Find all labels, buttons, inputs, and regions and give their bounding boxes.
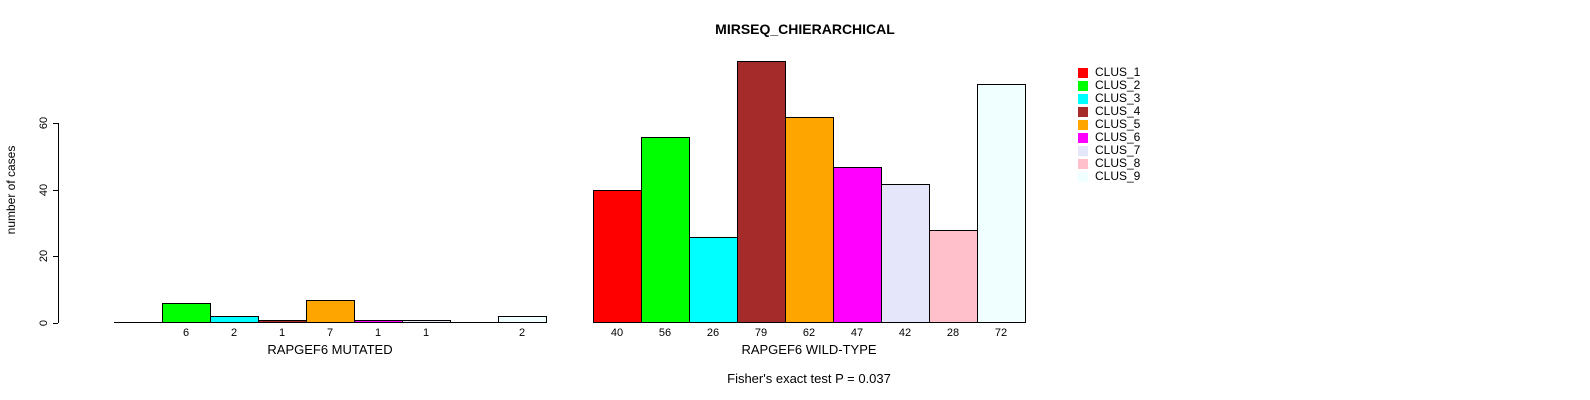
legend-item: CLUS_1 — [1078, 66, 1140, 79]
legend-color-swatch — [1078, 132, 1088, 143]
bar-clus_2 — [162, 303, 211, 323]
y-tick — [53, 256, 58, 257]
legend-color-swatch — [1078, 106, 1088, 117]
bar-clus_3 — [210, 316, 259, 323]
legend-color-swatch — [1078, 171, 1088, 182]
bar-clus_6 — [833, 167, 882, 323]
legend-item-label: CLUS_8 — [1095, 156, 1141, 170]
legend-item: CLUS_5 — [1078, 118, 1140, 131]
y-tick — [53, 190, 58, 191]
legend-color-swatch — [1078, 119, 1088, 130]
legend-color-swatch — [1078, 67, 1088, 78]
bar-value-label: 6 — [182, 327, 190, 339]
bar-value-label: 72 — [994, 327, 1008, 339]
bar-value-label: 42 — [898, 327, 912, 339]
legend-item: CLUS_9 — [1078, 170, 1140, 183]
legend-color-swatch — [1078, 80, 1088, 91]
legend-color-swatch — [1078, 93, 1088, 104]
bar-clus_6 — [354, 320, 403, 323]
y-axis-line — [58, 123, 59, 323]
bar-clus_7 — [402, 320, 451, 323]
legend-color-swatch — [1078, 158, 1088, 169]
bar-value-label: 7 — [326, 327, 334, 339]
bar-clus_9 — [977, 84, 1026, 323]
legend-item: CLUS_6 — [1078, 131, 1140, 144]
legend-item-label: CLUS_6 — [1095, 130, 1141, 144]
bar-value-label: 1 — [278, 327, 286, 339]
bar-clus_3 — [689, 237, 738, 323]
bar-value-label: 2 — [518, 327, 526, 339]
legend-item-label: CLUS_7 — [1095, 143, 1141, 157]
fisher-test-annotation: Fisher's exact test P = 0.037 — [727, 371, 891, 386]
group-label: RAPGEF6 WILD-TYPE — [741, 342, 877, 357]
legend-item-label: CLUS_9 — [1095, 169, 1141, 183]
bar-value-label: 40 — [610, 327, 624, 339]
legend-item: CLUS_8 — [1078, 157, 1140, 170]
legend-item: CLUS_7 — [1078, 144, 1140, 157]
bar-value-label: 1 — [422, 327, 430, 339]
bar-clus_4 — [737, 61, 786, 323]
legend-item: CLUS_2 — [1078, 79, 1140, 92]
bar-value-label: 2 — [230, 327, 238, 339]
bar-clus_4 — [258, 320, 307, 323]
legend: CLUS_1 CLUS_2 CLUS_3 CLUS_4 CLUS_5 CLUS_6 CLUS… — [1078, 66, 1140, 183]
bar-clus_5 — [785, 117, 834, 323]
bar-value-label: 1 — [374, 327, 382, 339]
y-axis-label: number of cases — [4, 145, 18, 235]
y-tick-label: 20 — [38, 249, 50, 263]
bar-clus_5 — [306, 300, 355, 323]
bar-clus_2 — [641, 137, 690, 323]
legend-item-label: CLUS_2 — [1095, 78, 1141, 92]
group-label: RAPGEF6 MUTATED — [267, 342, 393, 357]
bar-value-label: 47 — [850, 327, 864, 339]
bar-clus_1 — [593, 190, 642, 323]
bar-value-label: 26 — [706, 327, 720, 339]
bar-clus_8 — [929, 230, 978, 323]
bar-clus_7 — [881, 184, 930, 323]
legend-item-label: CLUS_3 — [1095, 91, 1141, 105]
bar-value-label: 56 — [658, 327, 672, 339]
y-tick-label: 40 — [38, 183, 50, 197]
bar-value-label: 79 — [754, 327, 768, 339]
bar-value-label: 62 — [802, 327, 816, 339]
chart-title: MIRSEQ_CHIERARCHICAL — [715, 21, 895, 37]
bar-clus_9 — [498, 316, 547, 323]
legend-color-swatch — [1078, 145, 1088, 156]
y-tick — [53, 123, 58, 124]
legend-item-label: CLUS_5 — [1095, 117, 1141, 131]
y-tick — [53, 323, 58, 324]
legend-item-label: CLUS_4 — [1095, 104, 1141, 118]
legend-item: CLUS_4 — [1078, 105, 1140, 118]
legend-item: CLUS_3 — [1078, 92, 1140, 105]
legend-item-label: CLUS_1 — [1095, 65, 1141, 79]
bar-value-label: 28 — [946, 327, 960, 339]
y-tick-label: 60 — [38, 116, 50, 130]
y-tick-label: 0 — [38, 319, 50, 327]
